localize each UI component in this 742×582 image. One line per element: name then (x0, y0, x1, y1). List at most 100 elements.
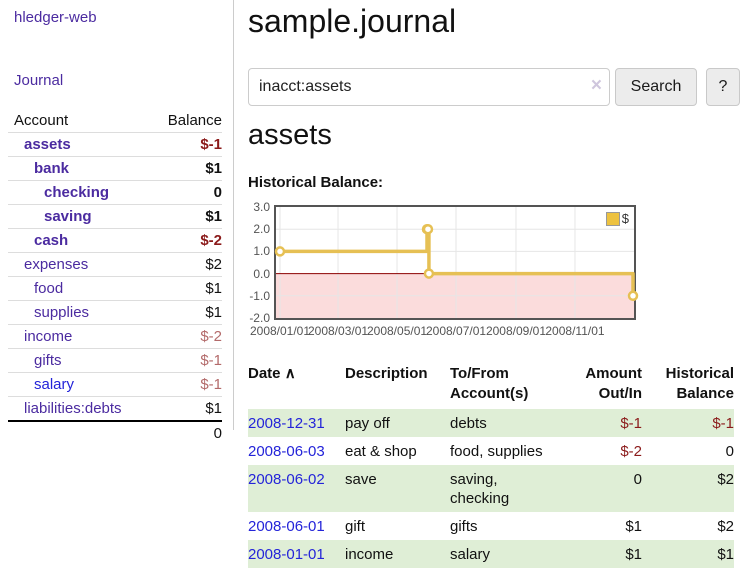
register-row: 2008-12-31 pay off debts $-1 $-1 (248, 409, 734, 437)
x-axis-tick-label: 2008/05/01 (366, 324, 428, 338)
search-box: × (248, 68, 610, 106)
app-title-link[interactable]: hledger-web (14, 9, 97, 26)
register-header-date[interactable]: Date ∧ (248, 362, 345, 409)
account-balance: $1 (205, 304, 222, 321)
chart-heading: Historical Balance: (248, 174, 384, 191)
y-axis-tick-label: 1.0 (253, 244, 270, 259)
account-link[interactable]: liabilities:debts (24, 400, 122, 417)
sidebar-account-row: supplies $1 (8, 300, 222, 325)
account-balance: $-1 (200, 376, 222, 393)
sidebar-account-row: gifts $-1 (8, 348, 222, 373)
account-balance: $-1 (200, 136, 222, 153)
register-row: 2008-06-03 eat & shop food, supplies $-2 0 (248, 437, 734, 465)
transaction-amount: $-2 (620, 443, 642, 460)
sidebar-account-row: cash $-2 (8, 228, 222, 253)
sidebar: hledger-web Journal Account Balance asse… (0, 0, 233, 442)
search-input[interactable] (248, 68, 610, 106)
x-axis-tick-label: 2008/01/01 (249, 324, 311, 338)
transaction-accounts: saving, checking (450, 471, 510, 507)
transaction-balance: $-1 (712, 415, 734, 432)
register-table: Date ∧ Description To/From Account(s) Am… (248, 362, 734, 568)
register-row: 2008-06-02 save saving, checking 0 $2 (248, 465, 734, 512)
register-header-accounts: To/From Account(s) (450, 365, 529, 402)
account-link[interactable]: food (34, 280, 64, 297)
account-link[interactable]: bank (34, 160, 70, 177)
accounts-total-spacer (8, 421, 153, 446)
transaction-balance: $1 (717, 546, 734, 563)
help-button[interactable]: ? (706, 68, 740, 106)
account-balance: $2 (205, 256, 222, 273)
account-link[interactable]: salary (34, 376, 75, 393)
register-row: 2008-06-01 gift gifts $1 $2 (248, 512, 734, 540)
transaction-date-link[interactable]: 2008-12-31 (248, 415, 325, 432)
sidebar-account-row: assets $-1 (8, 132, 222, 157)
account-link[interactable]: checking (44, 184, 110, 201)
legend-label: $ (621, 211, 629, 226)
account-balance: $1 (205, 400, 222, 417)
chart-x-axis-labels: 2008/01/01 2008/03/01 2008/05/01 2008/07/01… (250, 324, 634, 340)
register-row: 2008-01-01 income salary $1 $1 (248, 540, 734, 568)
transaction-balance: 0 (725, 443, 734, 460)
sidebar-account-row: salary $-1 (8, 372, 222, 397)
chart-y-axis-labels: 3.0 2.0 1.0 0.0 -1.0 -2.0 (248, 200, 272, 325)
date-header-label: Date (248, 365, 281, 382)
transaction-amount: $1 (625, 518, 642, 535)
transaction-date-cell: 2008-12-31 (248, 409, 345, 437)
transaction-date-link[interactable]: 2008-06-01 (248, 518, 325, 535)
sidebar-account-row: bank $1 (8, 156, 222, 181)
y-axis-tick-label: -1.0 (249, 288, 270, 303)
transaction-date-link[interactable]: 2008-06-03 (248, 443, 325, 460)
transaction-amount: 0 (633, 471, 642, 488)
transaction-amount: $-1 (620, 415, 642, 432)
account-link[interactable]: cash (34, 232, 69, 249)
y-axis-tick-label: 0.0 (253, 266, 270, 281)
accounts-header-row: Account Balance (8, 110, 222, 133)
transaction-date-cell: 2008-06-02 (248, 465, 345, 512)
y-axis-tick-label: -2.0 (249, 311, 270, 325)
clear-search-icon[interactable]: × (590, 75, 602, 96)
transaction-date-link[interactable]: 2008-06-02 (248, 471, 325, 488)
sidebar-account-row: food $1 (8, 276, 222, 301)
register-header-amount: Amount Out/In (585, 365, 642, 402)
y-axis-tick-label: 2.0 (253, 222, 270, 237)
transaction-description: eat & shop (345, 443, 417, 460)
x-axis-tick-label: 2008/07/01 (425, 324, 487, 338)
register-header-row: Date ∧ Description To/From Account(s) Am… (248, 362, 734, 409)
account-link[interactable]: supplies (34, 304, 90, 321)
journal-link[interactable]: Journal (14, 72, 64, 89)
transaction-accounts: food, supplies (450, 443, 543, 460)
accounts-total-balance: 0 (213, 425, 222, 442)
register-table-body: 2008-12-31 pay off debts $-1 $-1 2008-06-03 ea… (248, 409, 734, 568)
balance-chart-svg (274, 207, 639, 318)
transaction-amount: $1 (625, 546, 642, 563)
transaction-balance: $2 (717, 518, 734, 535)
transaction-description: income (345, 546, 394, 563)
accounts-total-row: 0 (8, 421, 222, 446)
accounts-table-body: assets $-1 bank $1 checking 0 saving $1 cash $-2 e… (8, 132, 222, 422)
sidebar-account-row: checking 0 (8, 180, 222, 205)
sidebar-account-row: saving $1 (8, 204, 222, 229)
transaction-date-cell: 2008-01-01 (248, 540, 345, 568)
transaction-description: pay off (345, 415, 390, 432)
sidebar-divider (233, 0, 234, 430)
account-link[interactable]: income (24, 328, 73, 345)
transaction-date-link[interactable]: 2008-01-01 (248, 546, 325, 563)
account-link[interactable]: expenses (24, 256, 89, 273)
account-balance: $1 (205, 160, 222, 177)
account-link[interactable]: assets (24, 136, 71, 153)
transaction-date-cell: 2008-06-01 (248, 512, 345, 540)
app-title: hledger-web (14, 9, 97, 26)
account-balance: $-2 (200, 232, 222, 249)
sidebar-account-row: liabilities:debts $1 (8, 396, 222, 422)
account-link[interactable]: gifts (34, 352, 62, 369)
account-balance: $-2 (200, 328, 222, 345)
search-button[interactable]: Search (615, 68, 697, 106)
account-balance: $1 (205, 208, 222, 225)
transaction-description: gift (345, 518, 366, 535)
journal-nav: Journal (14, 72, 63, 89)
chart-plot-area: $ (274, 205, 639, 320)
account-balance: 0 (213, 184, 222, 201)
transaction-accounts: salary (450, 546, 491, 563)
chart-legend: $ (603, 210, 631, 227)
account-link[interactable]: saving (44, 208, 92, 225)
